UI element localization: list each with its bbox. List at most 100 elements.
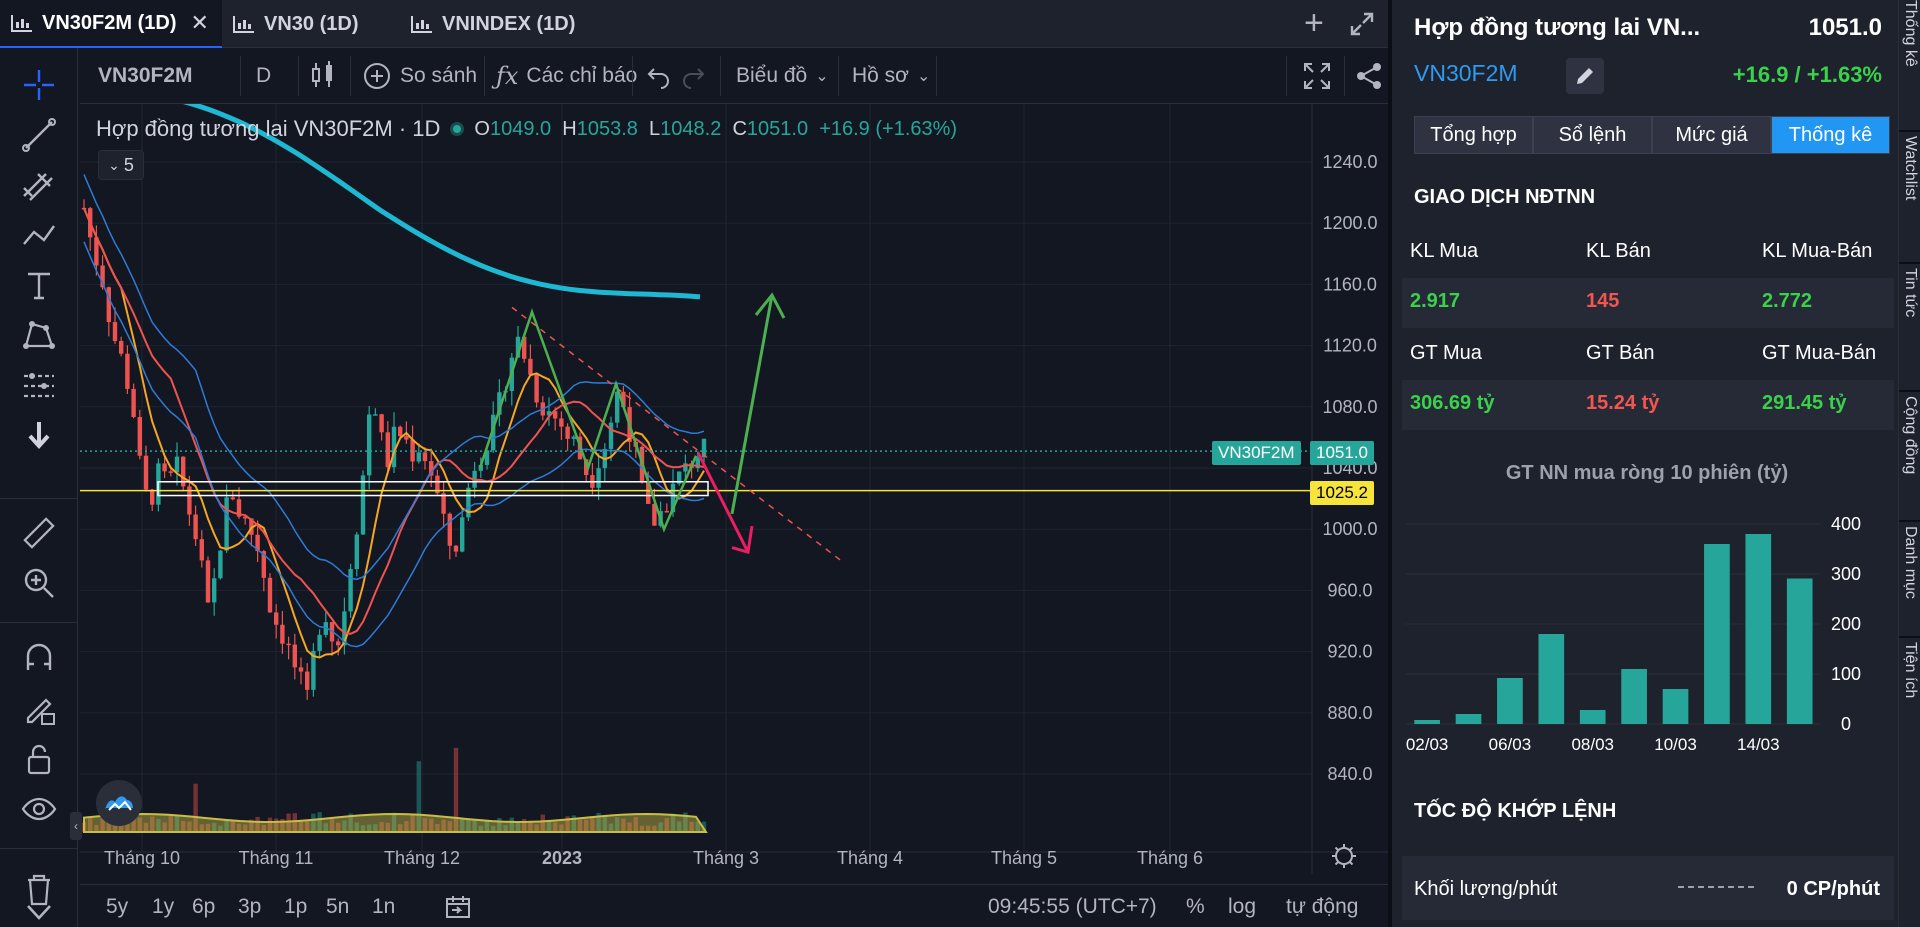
panel-symbol[interactable]: VN30F2M — [1414, 60, 1518, 86]
range-3m[interactable]: 3p — [238, 894, 262, 918]
candle-body — [379, 414, 384, 433]
ma-mid-line — [83, 207, 705, 635]
tab-vn30f2m[interactable]: VN30F2M (1D) ✕ — [0, 0, 222, 48]
eye-icon[interactable] — [18, 788, 60, 830]
pattern-tool-icon[interactable] — [18, 214, 60, 256]
range-1d[interactable]: 1n — [372, 894, 396, 918]
zoom-in-icon[interactable] — [18, 562, 60, 604]
chevron-down-icon[interactable] — [18, 900, 60, 926]
edit-symbol-button[interactable] — [1566, 58, 1604, 94]
volume-bar — [646, 825, 651, 832]
candle-body — [683, 463, 688, 472]
range-5y[interactable]: 5y — [106, 894, 129, 918]
range-1y[interactable]: 1y — [152, 894, 175, 918]
panel-change: +16.9 / +1.63% — [1732, 62, 1882, 87]
side-tab-community[interactable]: Cộng đồng — [1902, 396, 1919, 475]
net-buy-bar — [1455, 714, 1482, 724]
add-tab-icon[interactable]: + — [1304, 4, 1324, 42]
net-buy-bar-chart: 0 100 200 300 400 02/03 06/03 08/03 10/03 14/03 — [1406, 514, 1861, 754]
text-tool-icon[interactable] — [18, 264, 60, 306]
ma-long-line — [182, 104, 701, 300]
candle-body — [367, 414, 372, 476]
legend-title: Hợp đồng tương lai VN30F2M · 1D — [96, 116, 441, 141]
fib-tool-icon[interactable] — [18, 164, 60, 206]
price-axis-label: 840.0 — [1327, 764, 1372, 784]
range-5d[interactable]: 5n — [326, 894, 350, 918]
range-6m[interactable]: 6p — [192, 894, 216, 918]
profile-dropdown[interactable]: Hồ sơ ⌄ — [852, 64, 931, 87]
tab-price-levels[interactable]: Mức giá — [1652, 116, 1771, 154]
volume-bar — [205, 823, 211, 832]
fullscreen-icon[interactable] — [1302, 48, 1332, 104]
logo-icon[interactable] — [96, 780, 142, 826]
side-tab-portfolio[interactable]: Danh mục — [1902, 526, 1919, 599]
drawing-toolbar — [0, 48, 78, 927]
tab-vnindex[interactable]: VNINDEX (1D) — [400, 0, 600, 48]
candle-body — [398, 426, 403, 437]
chevron-down-icon: ⌄ — [815, 68, 829, 85]
candle-body — [584, 459, 589, 476]
volume-bar — [410, 814, 415, 832]
chart-type-dropdown[interactable]: Biểu đồ ⌄ — [736, 64, 829, 87]
log-toggle[interactable]: log — [1228, 894, 1257, 918]
candle-body — [311, 650, 316, 690]
indicators-button[interactable]: ƒx Các chỉ báo — [496, 62, 638, 90]
auto-scale-toggle[interactable]: tự động — [1286, 894, 1359, 918]
chart-tab-icon — [10, 13, 34, 33]
symbol-search[interactable]: VN30F2M — [98, 64, 193, 87]
compare-button[interactable]: So sánh — [362, 48, 477, 104]
trend-line-icon[interactable] — [18, 114, 60, 156]
downtrend-line — [511, 306, 841, 561]
candle-body — [187, 486, 192, 515]
volume-bar — [187, 821, 192, 832]
magnet-icon[interactable] — [18, 638, 60, 680]
unlock-icon[interactable] — [18, 738, 60, 780]
range-1m[interactable]: 1p — [284, 894, 308, 918]
indicators-collapse-button[interactable]: ⌄ 5 — [98, 150, 144, 180]
expand-icon[interactable] — [1348, 10, 1376, 38]
candle-body — [615, 391, 620, 423]
chart-grid — [80, 104, 1312, 852]
share-icon[interactable] — [1354, 48, 1384, 104]
candle-body — [441, 493, 446, 514]
tab-vn30[interactable]: VN30 (1D) — [222, 0, 408, 48]
candle-body — [621, 391, 626, 408]
collapse-toolbar-icon[interactable]: ‹ — [70, 812, 82, 840]
interval-button[interactable]: D — [256, 64, 272, 87]
clock-time[interactable]: 09:45:55 (UTC+7) — [988, 894, 1157, 918]
chart-style-button[interactable] — [308, 48, 338, 104]
candle-body — [274, 612, 279, 625]
side-tab-stats[interactable]: Thống kê — [1902, 0, 1919, 67]
date-range-icon[interactable] — [444, 885, 472, 927]
tab-summary[interactable]: Tổng hợp — [1414, 116, 1533, 154]
lock-drawing-icon[interactable] — [18, 688, 60, 730]
time-axis-label: Tháng 3 — [693, 848, 759, 868]
forecast-tool-icon[interactable] — [18, 364, 60, 406]
side-tab-news[interactable]: Tin tức — [1902, 268, 1919, 318]
volume-bar — [88, 817, 93, 832]
percent-toggle[interactable]: % — [1186, 894, 1205, 918]
price-chart[interactable]: 1240.0 1200.0 1160.0 1120.0 1080.0 1040.0 1000… — [80, 104, 1388, 874]
trash-icon[interactable] — [18, 868, 60, 910]
volume-bar — [305, 820, 310, 832]
candle-body — [422, 452, 428, 462]
close-icon[interactable]: ✕ — [190, 10, 209, 35]
crosshair-icon[interactable] — [18, 64, 60, 106]
time-axis-label: Tháng 12 — [384, 848, 460, 868]
candle-body — [143, 455, 149, 490]
foreign-trading-heading: GIAO DỊCH NĐTNN — [1414, 186, 1596, 208]
side-tab-watchlist[interactable]: Watchlist — [1902, 136, 1919, 201]
ruler-icon[interactable] — [18, 512, 60, 554]
volume-bar — [137, 817, 142, 832]
current-price-tag: 1051.0 — [1310, 441, 1374, 465]
price-axis-label: 1200.0 — [1322, 213, 1377, 233]
undo-icon[interactable] — [646, 48, 672, 104]
tab-statistics[interactable]: Thống kê — [1771, 116, 1890, 154]
tab-orderbook[interactable]: Sổ lệnh — [1533, 116, 1652, 154]
arrow-down-icon[interactable] — [18, 414, 60, 456]
redo-icon[interactable] — [680, 48, 706, 104]
volume-bar — [143, 822, 149, 832]
side-tab-utilities[interactable]: Tiện ích — [1902, 642, 1919, 699]
bar-x-tick: 06/03 — [1489, 735, 1532, 754]
node-tool-icon[interactable] — [18, 314, 60, 356]
